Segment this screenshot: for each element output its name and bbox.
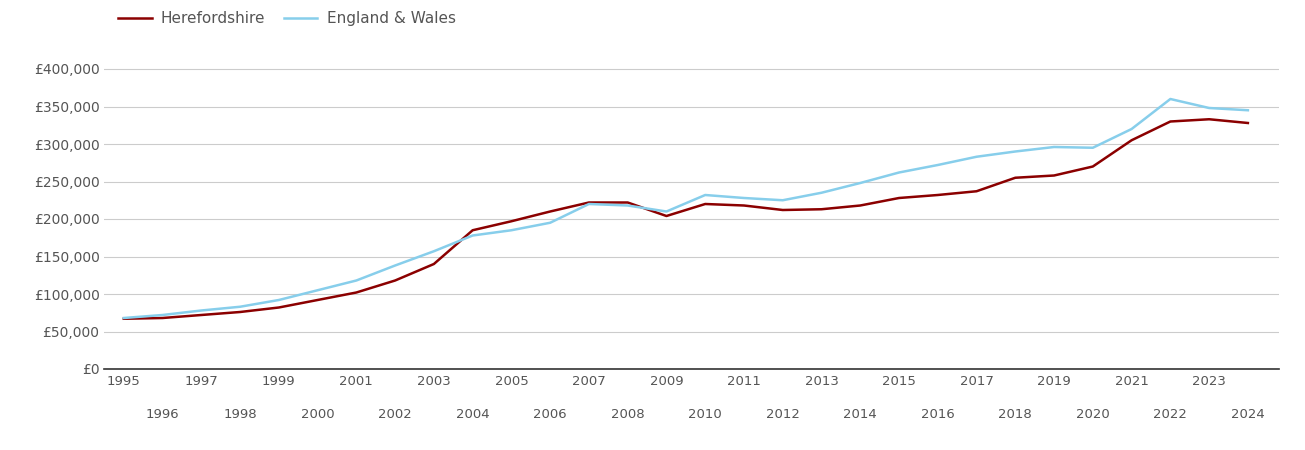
Herefordshire: [543, 209, 559, 214]
England & Wales: [891, 170, 907, 175]
Herefordshire: [155, 315, 171, 321]
England & Wales: [116, 315, 132, 321]
Herefordshire: [1240, 120, 1255, 126]
Text: 2004: 2004: [455, 408, 489, 421]
Text: 2012: 2012: [766, 408, 800, 421]
Text: 2018: 2018: [998, 408, 1032, 421]
Herefordshire: [1047, 173, 1062, 178]
England & Wales: [736, 195, 752, 201]
Herefordshire: [852, 203, 868, 208]
England & Wales: [852, 180, 868, 186]
England & Wales: [775, 198, 791, 203]
Herefordshire: [814, 207, 830, 212]
England & Wales: [1084, 145, 1100, 150]
England & Wales: [581, 201, 596, 207]
Herefordshire: [116, 316, 132, 321]
Herefordshire: [775, 207, 791, 213]
Line: England & Wales: England & Wales: [124, 99, 1248, 318]
Herefordshire: [659, 213, 675, 219]
England & Wales: [1202, 105, 1218, 111]
Text: 2008: 2008: [611, 408, 645, 421]
England & Wales: [504, 228, 519, 233]
Text: 1998: 1998: [223, 408, 257, 421]
Text: 2006: 2006: [534, 408, 566, 421]
Herefordshire: [465, 228, 480, 233]
Herefordshire: [1007, 175, 1023, 180]
Text: 1996: 1996: [146, 408, 179, 421]
Herefordshire: [1202, 117, 1218, 122]
Text: 2010: 2010: [688, 408, 722, 421]
England & Wales: [193, 308, 209, 313]
England & Wales: [659, 209, 675, 214]
Herefordshire: [620, 200, 636, 205]
England & Wales: [1240, 108, 1255, 113]
England & Wales: [388, 263, 403, 268]
England & Wales: [425, 248, 441, 254]
England & Wales: [697, 192, 713, 198]
England & Wales: [620, 203, 636, 208]
Herefordshire: [309, 297, 325, 303]
England & Wales: [155, 312, 171, 318]
England & Wales: [1007, 149, 1023, 154]
Herefordshire: [232, 309, 248, 315]
Legend: Herefordshire, England & Wales: Herefordshire, England & Wales: [112, 5, 462, 32]
Line: Herefordshire: Herefordshire: [124, 119, 1248, 319]
Herefordshire: [1163, 119, 1178, 124]
Text: 2022: 2022: [1154, 408, 1188, 421]
Herefordshire: [736, 203, 752, 208]
Herefordshire: [1084, 164, 1100, 169]
Herefordshire: [425, 261, 441, 267]
England & Wales: [930, 162, 946, 168]
Herefordshire: [193, 312, 209, 318]
Herefordshire: [504, 219, 519, 224]
Herefordshire: [271, 305, 287, 310]
England & Wales: [232, 304, 248, 310]
Text: 2002: 2002: [378, 408, 412, 421]
Text: 2020: 2020: [1075, 408, 1109, 421]
Text: 2024: 2024: [1231, 408, 1265, 421]
Herefordshire: [697, 201, 713, 207]
England & Wales: [271, 297, 287, 303]
Herefordshire: [930, 192, 946, 198]
Herefordshire: [348, 290, 364, 295]
Herefordshire: [581, 200, 596, 205]
Herefordshire: [968, 189, 984, 194]
Text: 2014: 2014: [843, 408, 877, 421]
Herefordshire: [1124, 138, 1139, 143]
England & Wales: [814, 190, 830, 195]
England & Wales: [309, 288, 325, 293]
England & Wales: [465, 233, 480, 238]
Herefordshire: [891, 195, 907, 201]
England & Wales: [1163, 96, 1178, 102]
England & Wales: [1124, 126, 1139, 132]
Text: 2000: 2000: [300, 408, 334, 421]
England & Wales: [968, 154, 984, 159]
England & Wales: [543, 220, 559, 225]
Herefordshire: [388, 278, 403, 283]
Text: 2016: 2016: [921, 408, 955, 421]
England & Wales: [348, 278, 364, 283]
England & Wales: [1047, 144, 1062, 150]
